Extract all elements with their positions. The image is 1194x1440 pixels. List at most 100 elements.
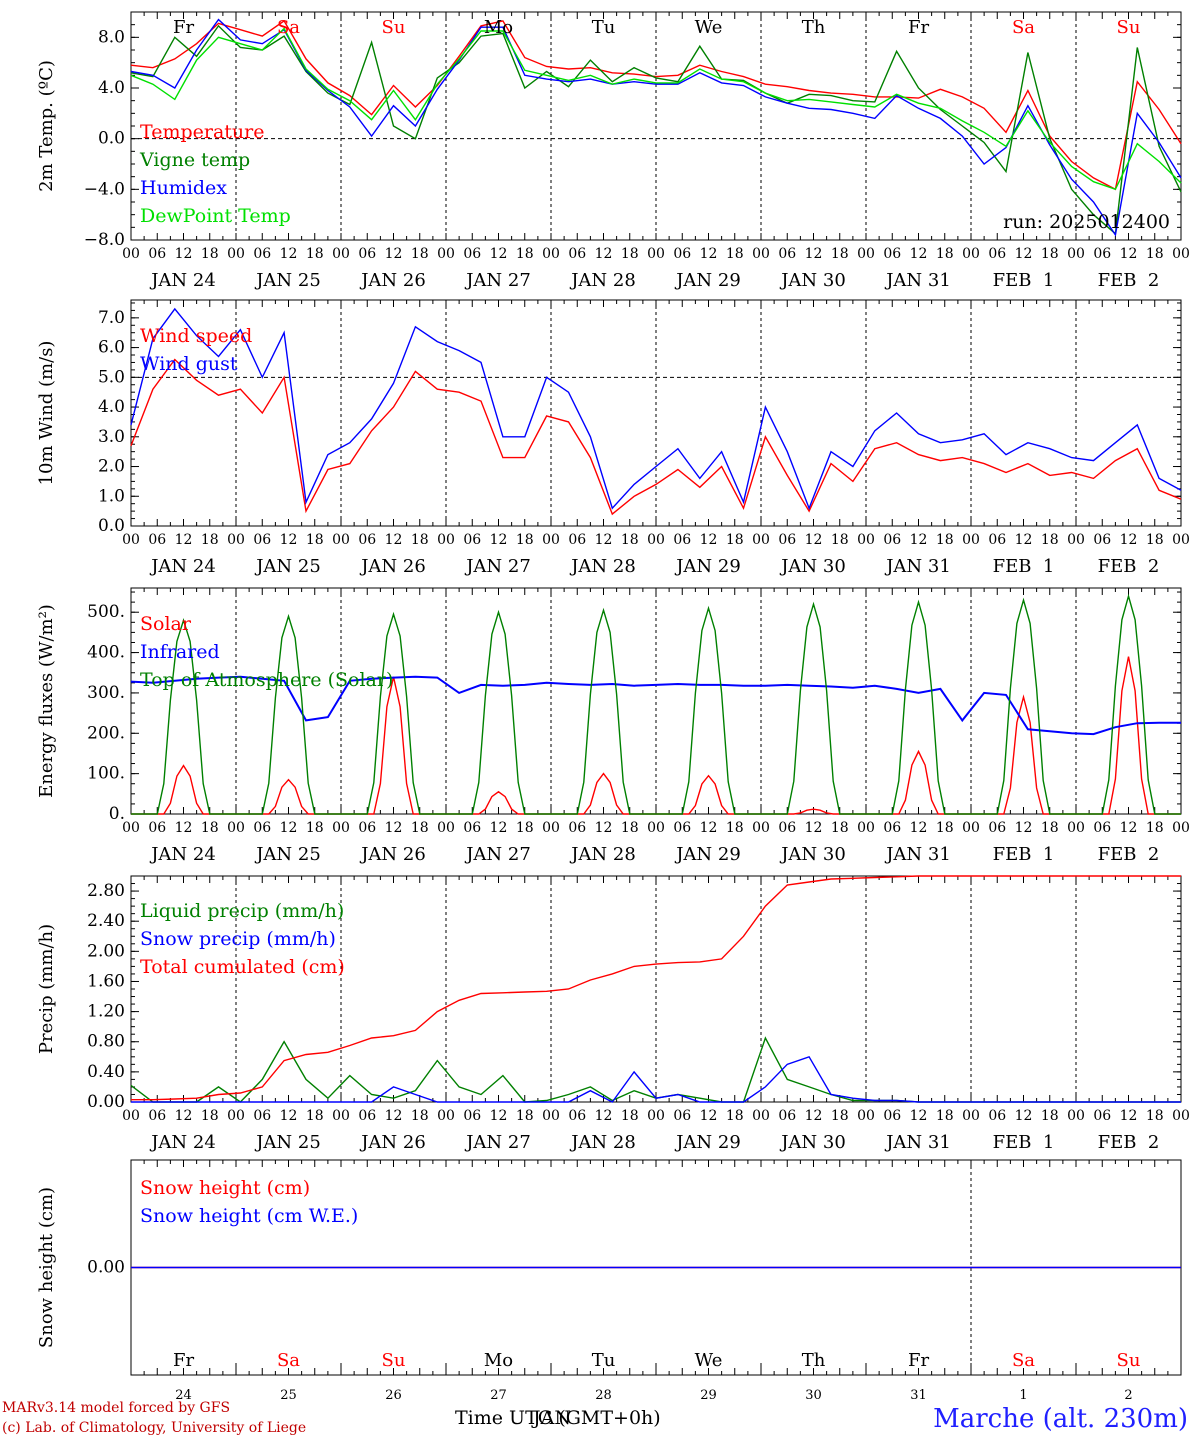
day-abbr-label: Su xyxy=(382,17,406,38)
x-hour-label: 06 xyxy=(463,820,481,836)
x-hour-label: 00 xyxy=(1172,246,1190,262)
x-hour-label: 18 xyxy=(516,1108,534,1124)
series-humidex xyxy=(130,18,1182,237)
x-hour-label: 12 xyxy=(280,820,298,836)
legend-liquid-precip-mm-h-: Liquid precip (mm/h) xyxy=(140,900,344,922)
x-date-label: JAN 25 xyxy=(254,270,321,291)
day-number-label: 28 xyxy=(595,1388,612,1403)
y-tick-label: 0.00 xyxy=(87,1092,125,1112)
series-infrared xyxy=(130,675,1181,736)
x-hour-label: 12 xyxy=(595,532,613,548)
x-hour-label: 12 xyxy=(280,246,298,262)
run-label: run: 2025012400 xyxy=(1003,211,1170,233)
legend-solar: Solar xyxy=(140,613,192,635)
x-hour-label: 00 xyxy=(857,246,875,262)
legend-dewpoint-temp: DewPoint Temp xyxy=(140,205,291,227)
day-abbr-label: Mo xyxy=(484,17,513,38)
x-hour-label: 18 xyxy=(1041,246,1059,262)
day-abbr-label: Th xyxy=(802,17,826,38)
y-tick-label: 0.80 xyxy=(87,1032,125,1052)
series-vigne-temp xyxy=(130,24,1182,236)
x-hour-label: 18 xyxy=(306,246,324,262)
day-abbr-label: Th xyxy=(802,1350,826,1371)
x-hour-label: 12 xyxy=(1015,532,1033,548)
day-number-label: 1 xyxy=(1019,1388,1027,1403)
x-hour-label: 18 xyxy=(411,820,429,836)
x-hour-label: 00 xyxy=(122,820,140,836)
x-hour-label: 00 xyxy=(752,1108,770,1124)
day-number-label: 27 xyxy=(490,1388,507,1403)
y-tick-label: 0. xyxy=(109,804,125,824)
x-hour-label: 00 xyxy=(647,246,665,262)
panel-wind: 7.0 6.0 5.0 4.0 3.0 2.0 1.0 0.0 10m Wind (m/s) Wi… xyxy=(36,299,1190,577)
day-abbr-label: Su xyxy=(1117,17,1141,38)
x-date-label: JAN 27 xyxy=(464,556,531,577)
x-hour-label: 18 xyxy=(936,246,954,262)
x-hour-label: 00 xyxy=(332,1108,350,1124)
x-axis-month-label: JAN xyxy=(531,1407,571,1429)
x-hour-label: 06 xyxy=(148,1108,166,1124)
y-tick-label: 7.0 xyxy=(98,308,125,328)
day-abbr-label: Su xyxy=(1117,1350,1141,1371)
x-hour-label: 00 xyxy=(1067,246,1085,262)
x-hour-label: 18 xyxy=(201,1108,219,1124)
x-hour-label: 00 xyxy=(752,246,770,262)
x-hour-label: 12 xyxy=(910,532,928,548)
x-date-label: JAN 29 xyxy=(674,556,741,577)
x-hour-label: 00 xyxy=(542,532,560,548)
x-date-label: JAN 26 xyxy=(359,270,426,291)
x-date-label: JAN 29 xyxy=(674,270,741,291)
x-hour-label: 06 xyxy=(988,820,1006,836)
y-tick-label: 400. xyxy=(87,643,125,663)
x-hour-label: 12 xyxy=(805,532,823,548)
y-tick-label: 3.0 xyxy=(98,427,125,447)
x-hour-label: 12 xyxy=(385,1108,403,1124)
y-tick-label: 5.0 xyxy=(98,367,125,387)
x-hour-label: 00 xyxy=(332,820,350,836)
x-date-label: JAN 30 xyxy=(779,844,846,865)
x-date-label: JAN 29 xyxy=(674,844,741,865)
x-hour-label: 06 xyxy=(463,532,481,548)
x-hour-label: 06 xyxy=(883,820,901,836)
x-hour-label: 12 xyxy=(595,246,613,262)
x-hour-label: 00 xyxy=(542,820,560,836)
x-hour-label: 18 xyxy=(411,1108,429,1124)
x-date-label: JAN 27 xyxy=(464,270,531,291)
x-hour-label: 06 xyxy=(568,532,586,548)
x-hour-label: 00 xyxy=(752,820,770,836)
x-hour-label: 12 xyxy=(385,246,403,262)
x-hour-label: 12 xyxy=(700,246,718,262)
x-hour-label: 00 xyxy=(122,246,140,262)
x-hour-label: 00 xyxy=(332,532,350,548)
x-hour-label: 06 xyxy=(568,820,586,836)
x-hour-label: 18 xyxy=(201,246,219,262)
y-tick-label: 1.60 xyxy=(87,971,125,991)
x-hour-label: 00 xyxy=(1067,1108,1085,1124)
y-tick-label: 1.20 xyxy=(87,1002,125,1022)
y-tick-label: 0.00 xyxy=(87,1258,125,1278)
x-hour-label: 12 xyxy=(490,532,508,548)
series-wind-gust xyxy=(130,307,1182,511)
x-hour-label: 18 xyxy=(936,532,954,548)
x-hour-label: 06 xyxy=(1093,246,1111,262)
x-hour-label: 00 xyxy=(1172,1108,1190,1124)
x-hour-label: 06 xyxy=(253,1108,271,1124)
x-hour-label: 18 xyxy=(1041,1108,1059,1124)
y-axis-title: 2m Temp. (ºC) xyxy=(36,60,57,192)
day-abbr-label: Sa xyxy=(277,1350,300,1371)
x-hour-label: 06 xyxy=(358,246,376,262)
x-hour-label: 12 xyxy=(175,246,193,262)
x-hour-label: 00 xyxy=(857,1108,875,1124)
x-hour-label: 12 xyxy=(490,1108,508,1124)
day-abbr-label: Fr xyxy=(173,17,194,38)
day-number-label: 25 xyxy=(280,1388,297,1403)
x-hour-label: 06 xyxy=(883,532,901,548)
x-hour-label: 18 xyxy=(831,246,849,262)
x-hour-label: 00 xyxy=(962,820,980,836)
x-date-label: JAN 25 xyxy=(254,844,321,865)
y-tick-label: 100. xyxy=(87,764,125,784)
x-hour-label: 00 xyxy=(857,532,875,548)
x-hour-label: 06 xyxy=(253,246,271,262)
panel-temperature: 8.0 4.0 0.0 −4.0 −8.0 2m Temp. (ºC) Temperatur… xyxy=(36,11,1190,291)
